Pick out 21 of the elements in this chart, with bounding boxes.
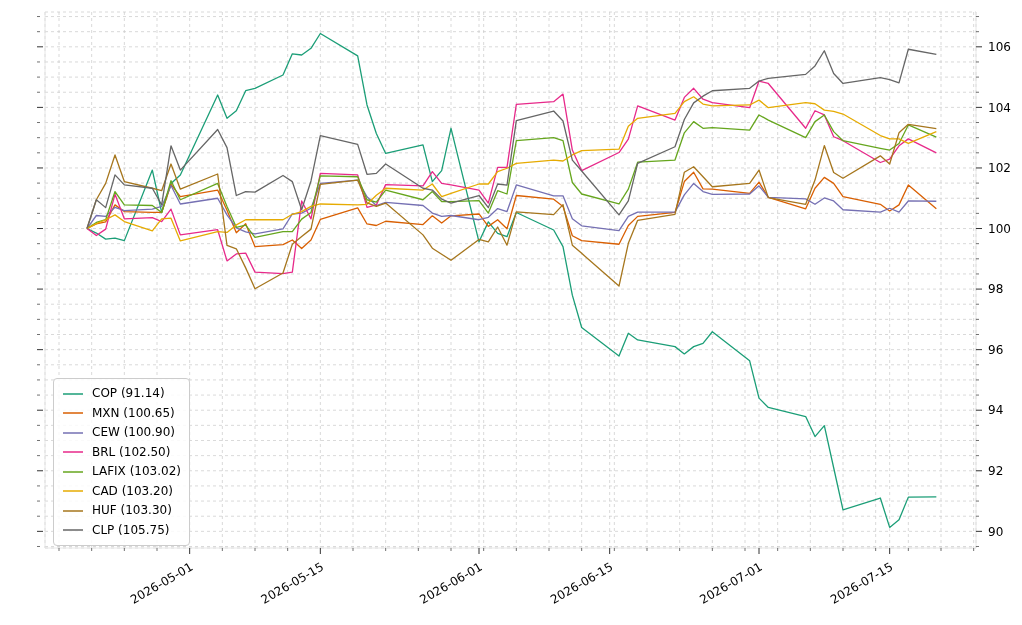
y-tick-label: 92: [988, 463, 1004, 478]
y-tick-label: 100: [988, 221, 1011, 236]
y-tick-label: 94: [988, 403, 1004, 418]
line-series: [86, 48, 937, 230]
legend-label: CEW (100.90): [92, 424, 175, 441]
y-tick-label: 98: [988, 282, 1004, 297]
legend-label: HUF (103.30): [92, 502, 172, 519]
legend-label: LAFIX (103.02): [92, 463, 181, 480]
legend-label: COP (91.14): [92, 385, 165, 402]
y-tick-label: 96: [988, 342, 1004, 357]
y-tick-label: 104: [988, 100, 1011, 115]
line-series: [86, 179, 937, 235]
legend-label: CAD (103.20): [92, 482, 173, 500]
legend-label: CLP (105.75): [92, 521, 170, 539]
line-series: [86, 80, 937, 275]
y-tick-label: 106: [988, 40, 1011, 55]
y-tick-label: 90: [988, 524, 1004, 539]
y-tick-label: 102: [988, 161, 1011, 176]
line-series: [86, 96, 937, 242]
legend-label: BRL (102.50): [92, 443, 171, 461]
legend-label: MXN (100.65): [92, 404, 175, 422]
